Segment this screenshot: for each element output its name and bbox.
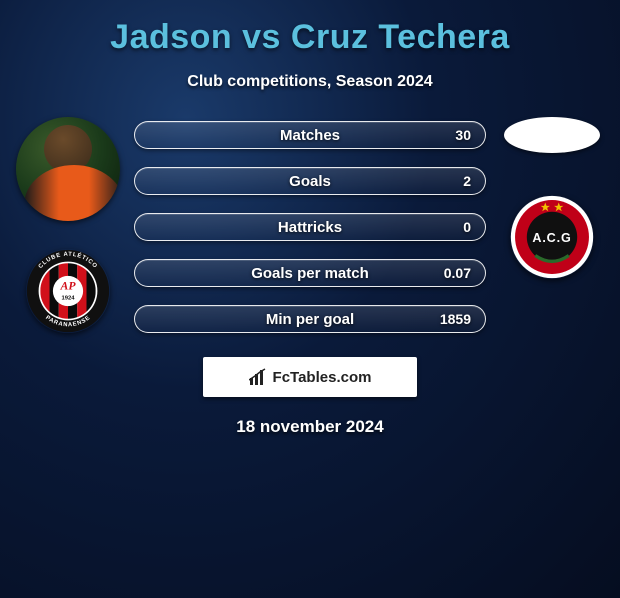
stat-label: Goals per match — [251, 265, 369, 282]
stat-label: Hattricks — [278, 219, 342, 236]
brand-box[interactable]: FcTables.com — [203, 357, 417, 397]
stat-right-value: 0.07 — [444, 265, 471, 281]
stat-label: Goals — [289, 173, 331, 190]
stat-right-value: 2 — [463, 173, 471, 189]
player-badge-right-blank — [504, 117, 600, 153]
stat-right-value: 1859 — [440, 311, 471, 327]
right-column: A.C.G — [492, 121, 612, 279]
stat-row-matches: Matches 30 — [134, 121, 486, 149]
date-line: 18 november 2024 — [0, 417, 620, 437]
brand-text: FcTables.com — [273, 369, 372, 386]
badge-letters: A.C.G — [532, 231, 571, 245]
player-photo-left — [16, 117, 120, 221]
page-title: Jadson vs Cruz Techera — [0, 18, 620, 57]
club-badge-right: A.C.G — [510, 195, 594, 279]
stats-column: Matches 30 Goals 2 Hattricks 0 Goals per… — [128, 121, 492, 333]
stat-row-min-per-goal: Min per goal 1859 — [134, 305, 486, 333]
club-badge-left: CLUBE ATLÉTICO PARANAENSE AP 1924 — [26, 249, 110, 333]
svg-text:AP: AP — [59, 279, 76, 292]
stat-label: Matches — [280, 127, 340, 144]
left-column: CLUBE ATLÉTICO PARANAENSE AP 1924 — [8, 121, 128, 333]
badge-year: 1924 — [61, 295, 75, 301]
bar-chart-icon — [249, 368, 269, 386]
stat-row-goals-per-match: Goals per match 0.07 — [134, 259, 486, 287]
comparison-layout: CLUBE ATLÉTICO PARANAENSE AP 1924 Matche… — [0, 121, 620, 333]
stat-right-value: 0 — [463, 219, 471, 235]
stat-row-goals: Goals 2 — [134, 167, 486, 195]
subtitle: Club competitions, Season 2024 — [0, 73, 620, 91]
stat-right-value: 30 — [455, 127, 471, 143]
stat-row-hattricks: Hattricks 0 — [134, 213, 486, 241]
stat-label: Min per goal — [266, 311, 354, 328]
